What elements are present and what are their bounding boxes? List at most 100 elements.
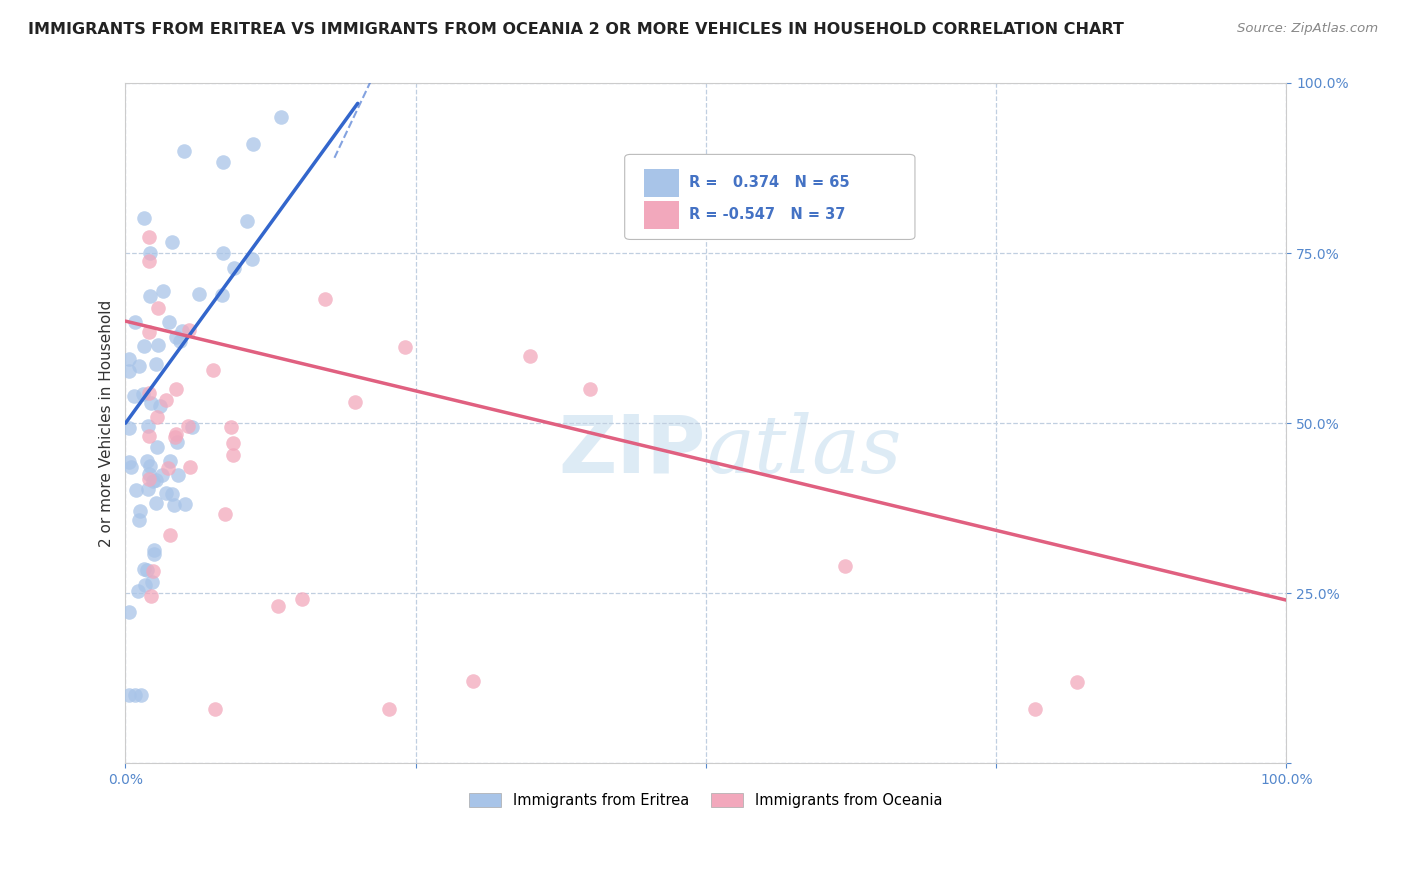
Point bbox=[138, 472, 160, 486]
Point bbox=[136, 563, 159, 577]
Point bbox=[211, 288, 233, 302]
Point bbox=[160, 235, 183, 249]
Point bbox=[141, 575, 163, 590]
Point bbox=[159, 454, 181, 468]
Point bbox=[134, 211, 156, 225]
Point bbox=[224, 261, 246, 276]
Point bbox=[314, 292, 336, 306]
Point bbox=[834, 559, 856, 574]
Point bbox=[128, 513, 150, 527]
Point bbox=[394, 340, 416, 354]
Point bbox=[145, 357, 167, 371]
Point bbox=[463, 674, 485, 689]
Point bbox=[177, 323, 200, 337]
Point bbox=[157, 461, 180, 475]
Point bbox=[118, 351, 141, 366]
Point bbox=[166, 434, 188, 449]
Point bbox=[146, 338, 169, 352]
Point bbox=[166, 468, 188, 483]
Point bbox=[127, 584, 149, 599]
Point bbox=[212, 154, 235, 169]
Point bbox=[139, 289, 162, 303]
Point bbox=[165, 426, 187, 441]
Text: R = -0.547   N = 37: R = -0.547 N = 37 bbox=[689, 207, 845, 222]
Text: ZIP: ZIP bbox=[558, 411, 706, 490]
Point bbox=[212, 246, 235, 260]
Point bbox=[136, 482, 159, 496]
Point bbox=[132, 387, 155, 401]
Point bbox=[142, 547, 165, 561]
Point bbox=[155, 392, 177, 407]
Point bbox=[124, 689, 146, 703]
Point bbox=[267, 599, 290, 613]
Point bbox=[118, 421, 141, 435]
Point bbox=[139, 246, 162, 260]
Point bbox=[377, 702, 399, 716]
Point bbox=[124, 316, 146, 330]
Point bbox=[1024, 702, 1046, 716]
Point bbox=[188, 286, 211, 301]
Point bbox=[163, 430, 186, 444]
Point bbox=[145, 496, 167, 510]
Point bbox=[129, 503, 152, 517]
Point bbox=[173, 144, 195, 158]
Point bbox=[132, 338, 155, 352]
Point bbox=[139, 396, 162, 410]
Point bbox=[236, 214, 259, 228]
Point bbox=[120, 460, 142, 475]
Point bbox=[291, 592, 314, 607]
Point bbox=[169, 334, 191, 349]
Point bbox=[159, 528, 181, 542]
Point bbox=[214, 507, 236, 521]
Point bbox=[163, 498, 186, 512]
Point bbox=[242, 137, 264, 152]
Point bbox=[222, 436, 245, 450]
Point bbox=[139, 459, 162, 474]
Point bbox=[138, 229, 160, 244]
Point bbox=[145, 410, 167, 425]
Point bbox=[142, 543, 165, 558]
Point bbox=[118, 455, 141, 469]
Point bbox=[118, 605, 141, 619]
Point bbox=[519, 349, 541, 363]
Point bbox=[165, 382, 187, 396]
Point bbox=[134, 562, 156, 576]
Point bbox=[219, 419, 242, 434]
Point bbox=[170, 324, 193, 338]
Text: Source: ZipAtlas.com: Source: ZipAtlas.com bbox=[1237, 22, 1378, 36]
Point bbox=[174, 497, 197, 511]
Point bbox=[138, 429, 160, 443]
Point bbox=[136, 419, 159, 434]
Point bbox=[150, 467, 173, 482]
Point bbox=[240, 252, 263, 266]
Point bbox=[138, 325, 160, 339]
Point bbox=[118, 689, 141, 703]
Point bbox=[155, 485, 177, 500]
Point bbox=[180, 420, 202, 434]
Point bbox=[177, 419, 200, 434]
Point bbox=[138, 467, 160, 481]
Bar bbox=[644, 201, 679, 229]
Point bbox=[152, 284, 174, 298]
Point bbox=[142, 564, 165, 578]
Point bbox=[157, 315, 180, 329]
Bar bbox=[644, 169, 679, 197]
Text: R =   0.374   N = 65: R = 0.374 N = 65 bbox=[689, 175, 849, 190]
Point bbox=[145, 473, 167, 487]
Point bbox=[270, 110, 292, 124]
FancyBboxPatch shape bbox=[624, 154, 915, 239]
Point bbox=[125, 483, 148, 497]
Point bbox=[1066, 674, 1088, 689]
Point bbox=[128, 359, 150, 373]
Point bbox=[138, 254, 160, 268]
Y-axis label: 2 or more Vehicles in Household: 2 or more Vehicles in Household bbox=[100, 300, 114, 547]
Point bbox=[139, 589, 162, 603]
Point bbox=[138, 385, 160, 400]
Point bbox=[160, 487, 183, 501]
Point bbox=[204, 702, 226, 716]
Point bbox=[122, 389, 145, 403]
Point bbox=[129, 689, 152, 703]
Point bbox=[179, 460, 201, 475]
Point bbox=[343, 395, 366, 409]
Legend: Immigrants from Eritrea, Immigrants from Oceania: Immigrants from Eritrea, Immigrants from… bbox=[464, 788, 949, 814]
